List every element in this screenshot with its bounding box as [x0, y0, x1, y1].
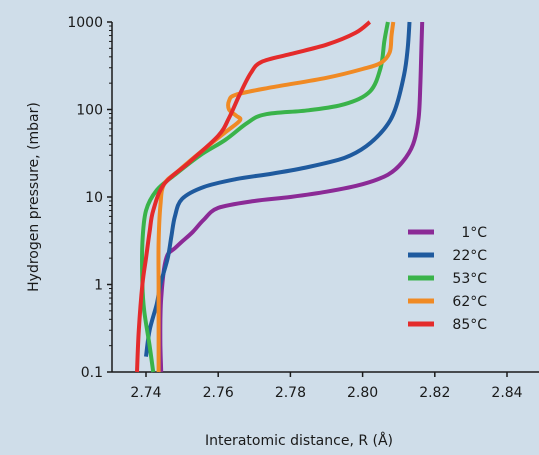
series-lines [135, 20, 425, 373]
x-tick-label: 2.84 [491, 385, 522, 401]
legend-label: 53°C [452, 271, 487, 287]
series-line [156, 21, 396, 372]
y-tick-label: 100 [76, 103, 103, 119]
x-tick-label: 2.74 [130, 385, 161, 401]
legend: 1°C 22°C 53°C 62°C 85°C [408, 225, 487, 333]
x-tick-label: 2.78 [275, 385, 306, 401]
plot-area: 0.1 1 10 100 1000 2.74 2.76 2.78 2.80 2.82 2.84 [67, 15, 539, 401]
y-tick-label: 0.1 [81, 365, 103, 381]
legend-label: 22°C [452, 248, 487, 264]
y-axis-title: Hydrogen pressure, (mbar) [26, 102, 42, 292]
y-tick-label: 1000 [67, 15, 103, 31]
legend-label: 62°C [452, 294, 487, 310]
y-ticks: 0.1 1 10 100 1000 [67, 15, 112, 381]
x-tick-label: 2.82 [419, 385, 450, 401]
x-axis-title: Interatomic distance, R (Å) [205, 432, 393, 449]
x-ticks: 2.74 2.76 2.78 2.80 2.82 2.84 [130, 372, 523, 401]
y-tick-label: 1 [94, 278, 103, 294]
series-line [135, 20, 372, 373]
x-tick-label: 2.80 [347, 385, 378, 401]
x-tick-label: 2.76 [203, 385, 234, 401]
legend-label: 85°C [452, 317, 487, 333]
legend-label: 1°C [461, 225, 487, 241]
y-tick-label: 10 [85, 190, 103, 206]
